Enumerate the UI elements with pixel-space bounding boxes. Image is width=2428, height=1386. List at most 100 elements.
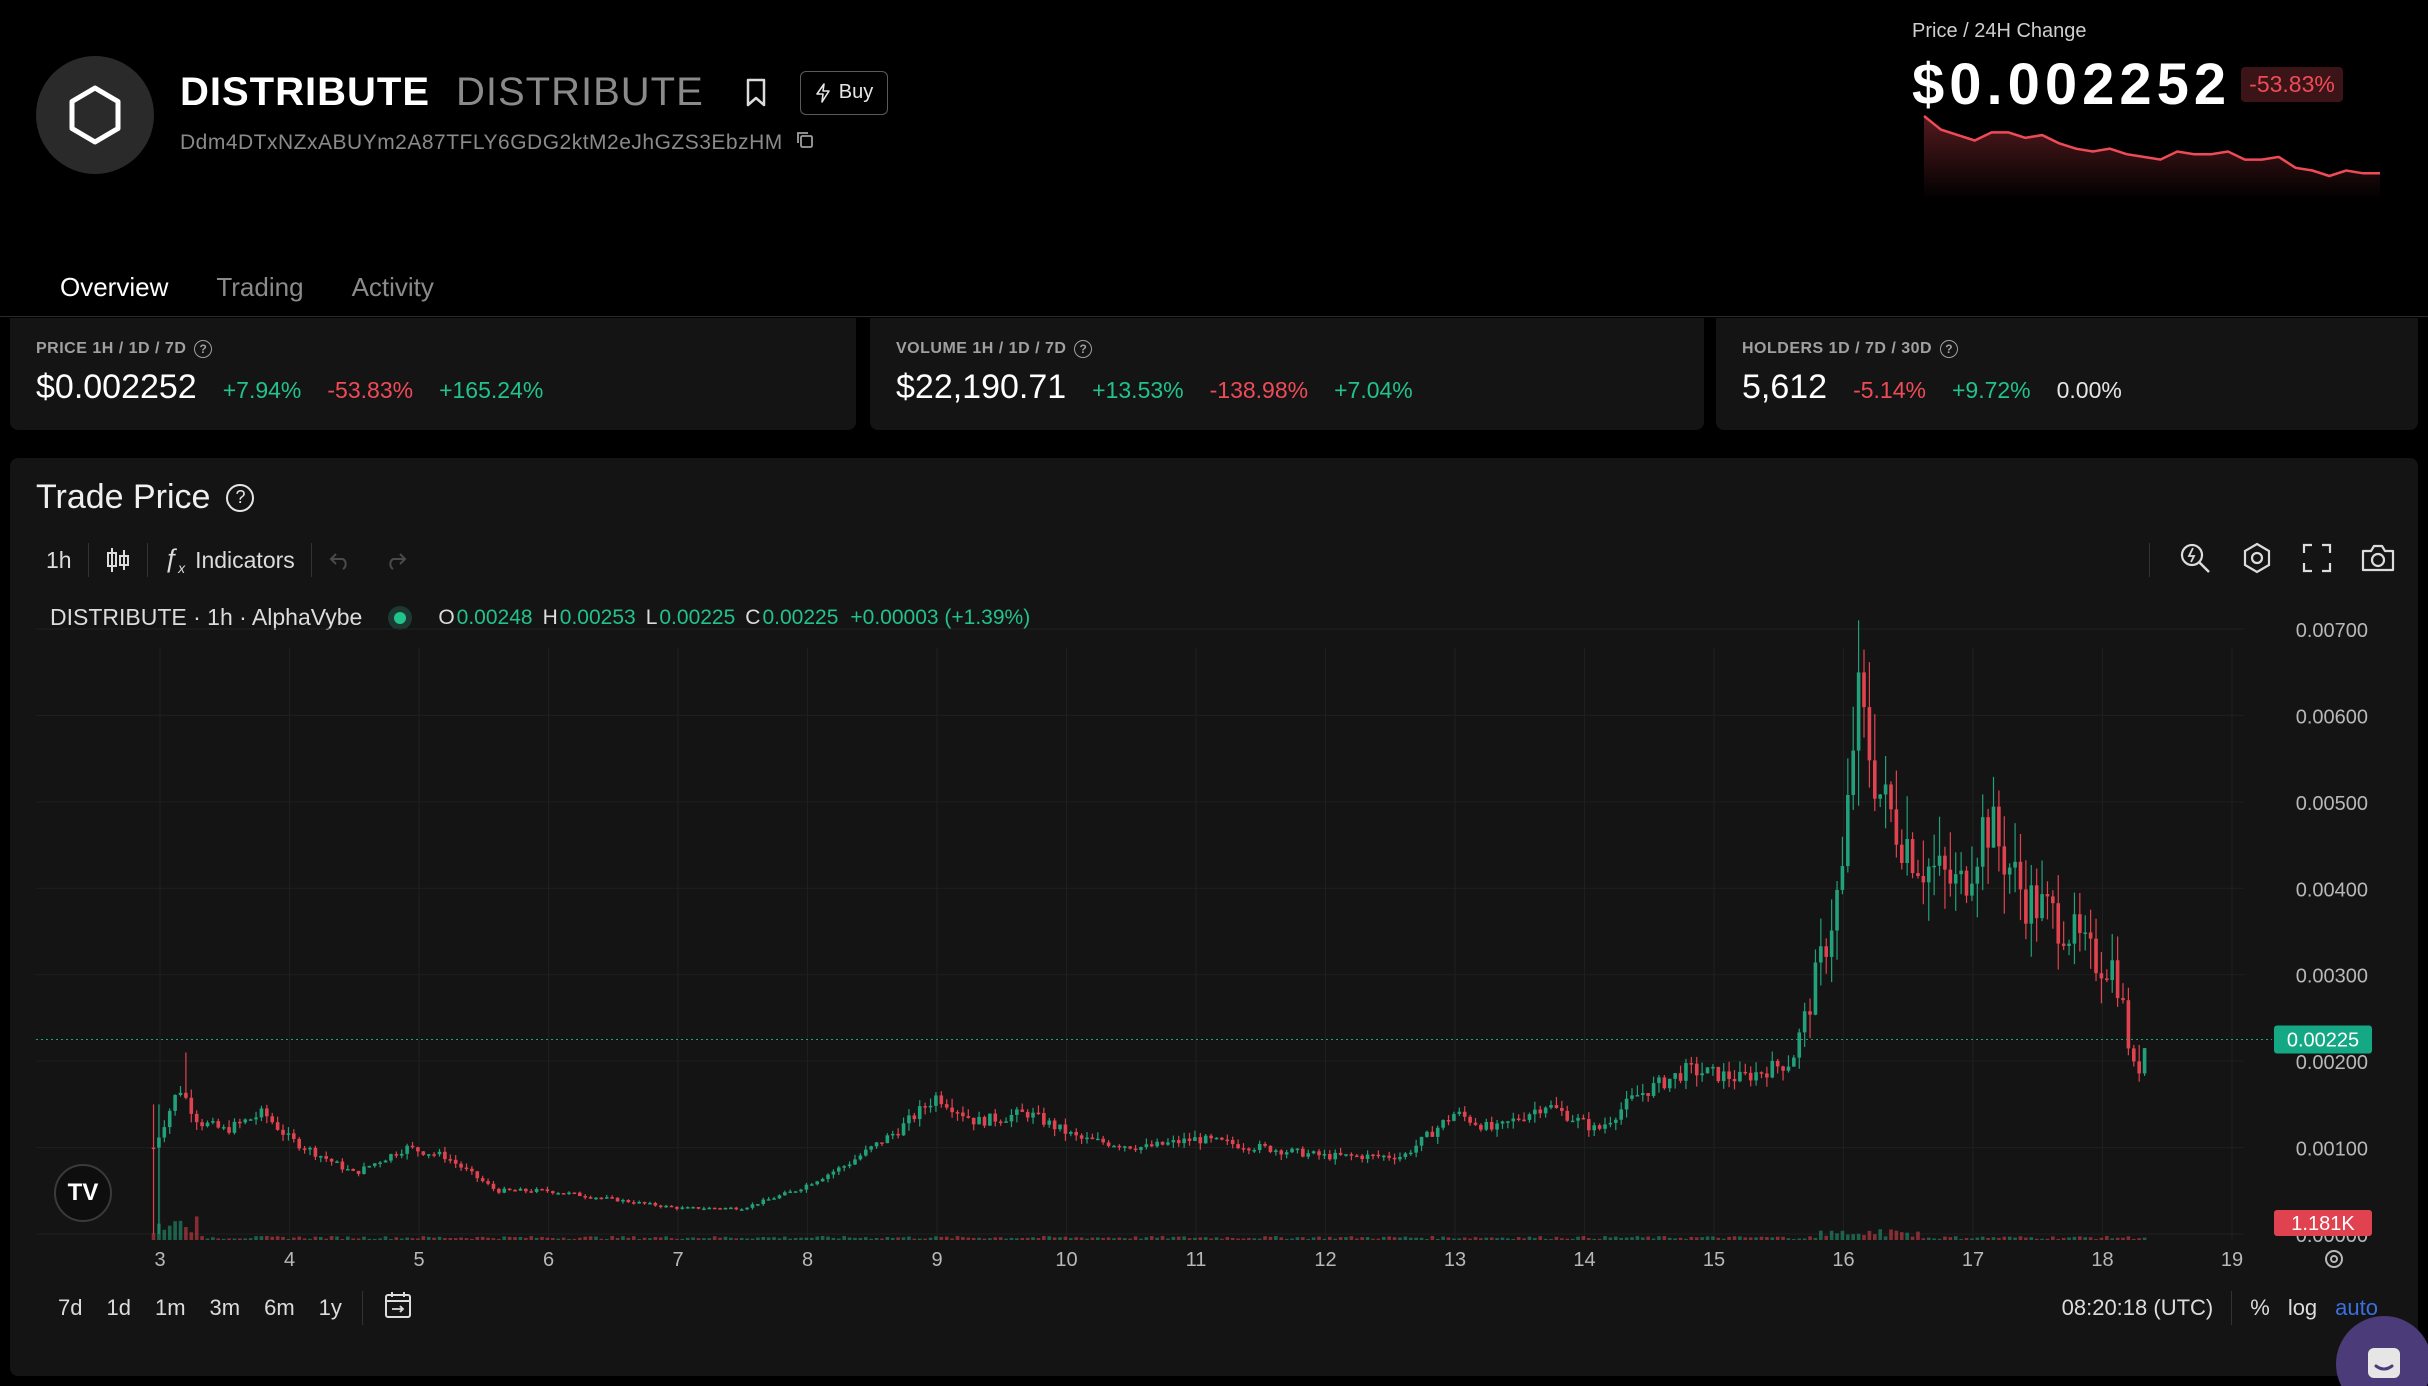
range-1y[interactable]: 1y bbox=[318, 1295, 342, 1320]
volume-bar bbox=[783, 1236, 787, 1240]
x-tick-label: 9 bbox=[931, 1249, 942, 1271]
range-1d[interactable]: 1d bbox=[106, 1295, 131, 1320]
volume-bar bbox=[1980, 1236, 1985, 1240]
candle-body bbox=[826, 1174, 830, 1179]
volume-bar bbox=[162, 1229, 167, 1240]
candle-body bbox=[1781, 1066, 1785, 1071]
help-icon[interactable]: ? bbox=[226, 483, 255, 512]
candle-body bbox=[1533, 1109, 1537, 1115]
percent-toggle[interactable]: % bbox=[2250, 1295, 2270, 1320]
candle-body bbox=[783, 1192, 787, 1196]
redo-icon[interactable] bbox=[368, 550, 424, 570]
price-header: Price / 24H Change $0.002252 -53.83% bbox=[1912, 20, 2343, 118]
tab-trading[interactable]: Trading bbox=[216, 272, 304, 302]
volume-bar bbox=[1004, 1238, 1008, 1240]
volume-change-7d: +7.04% bbox=[1334, 377, 1413, 403]
candle-body bbox=[464, 1167, 469, 1170]
bookmark-icon[interactable] bbox=[742, 76, 770, 110]
candle-body bbox=[1905, 839, 1909, 863]
help-icon[interactable]: ? bbox=[1074, 340, 1093, 358]
chart-legend: DISTRIBUTE · 1h · AlphaVybe O0.00248 H0.… bbox=[50, 604, 1030, 631]
ohlc-high: 0.00253 bbox=[559, 605, 636, 629]
range-7d[interactable]: 7d bbox=[58, 1295, 83, 1320]
volume-bar bbox=[1009, 1237, 1014, 1240]
indicators-button[interactable]: ƒx Indicators bbox=[148, 543, 311, 576]
candle-body bbox=[1829, 930, 1834, 957]
candle-body bbox=[1786, 1066, 1791, 1071]
range-1m[interactable]: 1m bbox=[154, 1295, 186, 1320]
candle-body bbox=[513, 1190, 517, 1192]
support-chat-button[interactable] bbox=[2336, 1316, 2428, 1386]
candle-body bbox=[356, 1170, 361, 1174]
volume-bar bbox=[1371, 1238, 1375, 1240]
tab-activity[interactable]: Activity bbox=[351, 272, 434, 302]
volume-bar bbox=[389, 1238, 393, 1240]
tradingview-logo[interactable]: TV bbox=[54, 1164, 112, 1222]
candle-body bbox=[383, 1160, 388, 1163]
candle-body bbox=[329, 1158, 334, 1162]
tab-overview[interactable]: Overview bbox=[36, 262, 193, 321]
volume-bar bbox=[227, 1238, 231, 1240]
candle-body bbox=[621, 1199, 625, 1202]
volume-bar bbox=[383, 1236, 388, 1240]
auto-toggle[interactable]: auto bbox=[2335, 1295, 2378, 1320]
camera-icon[interactable] bbox=[2360, 543, 2396, 578]
volume-bar bbox=[923, 1238, 927, 1240]
volume-bar bbox=[1106, 1237, 1111, 1240]
token-name: DISTRIBUTE bbox=[180, 70, 430, 114]
utc-time[interactable]: 08:20:18 (UTC) bbox=[2061, 1295, 2214, 1320]
settings-icon[interactable] bbox=[2240, 541, 2274, 580]
volume-bar bbox=[194, 1216, 199, 1240]
volume-bar bbox=[1549, 1238, 1553, 1240]
range-6m[interactable]: 6m bbox=[264, 1295, 295, 1320]
candle-body bbox=[567, 1192, 571, 1195]
candle-body bbox=[961, 1112, 965, 1117]
range-3m[interactable]: 3m bbox=[209, 1295, 241, 1320]
help-icon[interactable]: ? bbox=[1940, 340, 1959, 358]
quick-search-icon[interactable] bbox=[2178, 541, 2212, 580]
candle-body bbox=[1986, 817, 1990, 848]
volume-bar bbox=[793, 1237, 798, 1240]
interval-button[interactable]: 1h bbox=[46, 546, 72, 573]
volume-bar bbox=[470, 1238, 474, 1240]
volume-bar bbox=[1133, 1236, 1138, 1240]
candle-body bbox=[524, 1188, 528, 1192]
volume-bar bbox=[2002, 1236, 2007, 1240]
copy-icon[interactable] bbox=[795, 130, 815, 156]
candle-body bbox=[1970, 883, 1974, 896]
candle-body bbox=[1155, 1141, 1159, 1147]
volume-bar bbox=[1473, 1237, 1478, 1240]
volume-bar bbox=[1020, 1237, 1025, 1240]
price-chart[interactable]: 0.00700 0.00600 0.00500 0.00400 0.00300 0.002… bbox=[10, 458, 2418, 1278]
candle-body bbox=[815, 1181, 820, 1185]
fullscreen-icon[interactable] bbox=[2302, 543, 2332, 578]
candle-body bbox=[669, 1205, 674, 1208]
candle-body bbox=[227, 1127, 231, 1133]
candle-body bbox=[1721, 1071, 1726, 1082]
log-toggle[interactable]: log bbox=[2287, 1295, 2318, 1320]
help-icon[interactable]: ? bbox=[194, 340, 213, 358]
undo-icon[interactable] bbox=[312, 550, 368, 570]
candle-body bbox=[2061, 943, 2066, 946]
candle-body bbox=[157, 1137, 161, 1148]
candle-body bbox=[1398, 1156, 1402, 1160]
buy-button[interactable]: Buy bbox=[799, 70, 889, 115]
volume-bar bbox=[1117, 1237, 1122, 1240]
volume-bar bbox=[1824, 1235, 1829, 1240]
candle-body bbox=[275, 1122, 280, 1130]
volume-bar bbox=[998, 1237, 1003, 1240]
candle-body bbox=[421, 1151, 426, 1155]
calendar-icon[interactable] bbox=[371, 1290, 425, 1326]
candle-body bbox=[1980, 817, 1985, 867]
candle-body bbox=[1349, 1154, 1354, 1156]
volume-bar bbox=[1624, 1237, 1629, 1240]
y-tick-label: 0.00400 bbox=[2296, 879, 2368, 901]
axis-settings-icon[interactable] bbox=[2325, 1250, 2343, 1268]
volume-bar bbox=[378, 1238, 382, 1240]
volume-bar bbox=[1856, 1233, 1861, 1240]
candles-icon[interactable] bbox=[89, 546, 147, 574]
volume-bar bbox=[685, 1237, 690, 1240]
volume-bar bbox=[1328, 1236, 1332, 1240]
volume-bar bbox=[1630, 1237, 1634, 1240]
volume-bar bbox=[507, 1236, 512, 1240]
